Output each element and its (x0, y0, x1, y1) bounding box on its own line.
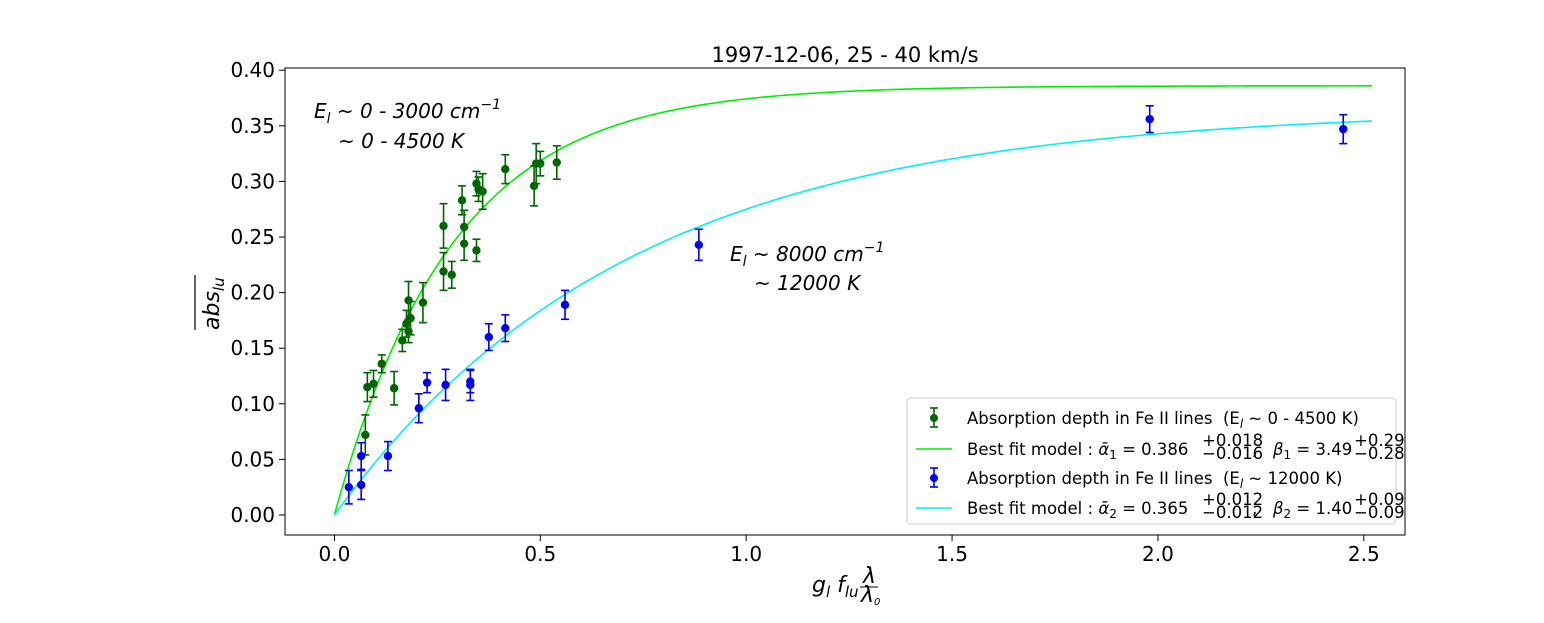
marker (501, 324, 509, 332)
data-point-blue (1146, 106, 1154, 133)
svg-text:−0.28: −0.28 (1354, 444, 1405, 463)
marker (406, 314, 414, 322)
y-axis-label: abslu (195, 275, 228, 330)
svg-text:Absorption depth in Fe II line: Absorption depth in Fe II lines (El ~ 0 … (967, 409, 1359, 431)
svg-text:, β2 = 1.40: , β2 = 1.40 (1252, 499, 1352, 521)
y-tick-label: 0.20 (230, 281, 275, 305)
marker (369, 380, 377, 388)
data-point-green (419, 283, 427, 323)
marker (361, 431, 369, 439)
annotation-low-energy-line2: ~ 0 - 4500 K (338, 129, 466, 153)
data-point-blue (1339, 115, 1347, 144)
data-point-green (439, 253, 447, 291)
legend-marker-green (930, 414, 938, 422)
data-point-blue (561, 290, 569, 319)
annotation-high-energy-line1: El ~ 8000 cm−1 (730, 240, 884, 270)
y-tick-label: 0.00 (230, 503, 275, 527)
data-point-blue (384, 442, 392, 471)
marker (485, 333, 493, 341)
annotation-high-energy-line2: ~ 12000 K (754, 271, 862, 295)
annotation-low-energy-line1: El ~ 0 - 3000 cm−1 (314, 97, 501, 127)
data-point-blue (423, 373, 431, 393)
data-point-green (472, 239, 480, 261)
marker (460, 239, 468, 247)
marker (472, 246, 480, 254)
y-tick-label: 0.10 (230, 392, 275, 416)
marker (553, 158, 561, 166)
data-point-green (361, 415, 369, 455)
svg-text:Absorption depth in Fe II line: Absorption depth in Fe II lines (El ~ 12… (967, 469, 1343, 491)
marker (441, 381, 449, 389)
data-point-green (536, 151, 544, 175)
marker (345, 483, 353, 491)
y-tick-label: 0.15 (230, 336, 275, 360)
svg-text:Best fit model : ᾱ1 = 0.386: Best fit model : ᾱ1 = 0.386 (967, 440, 1188, 462)
x-tick-label: 2.5 (1348, 542, 1380, 566)
legend-marker-blue (930, 474, 938, 482)
marker (536, 159, 544, 167)
x-tick-label: 0.5 (524, 542, 556, 566)
marker (378, 360, 386, 368)
absorption-depth-chart: 1997-12-06, 25 - 40 km/s 0.0 0.5 1.0 1.5 2.0… (0, 0, 1544, 623)
legend: Absorption depth in Fe II lines (El ~ 0 … (907, 398, 1405, 524)
svg-text:abslu: abslu (200, 277, 228, 330)
marker (466, 377, 474, 385)
x-tick-label: 2.0 (1142, 542, 1174, 566)
data-point-green (448, 261, 456, 288)
marker (357, 452, 365, 460)
y-tick-label: 0.25 (230, 225, 275, 249)
marker (404, 296, 412, 304)
y-tick-label: 0.05 (230, 447, 275, 471)
data-point-green (378, 355, 386, 373)
svg-text:Best fit model : ᾱ2 = 0.365: Best fit model : ᾱ2 = 0.365 (967, 499, 1188, 521)
x-tick-label: 1.0 (730, 542, 762, 566)
marker (501, 165, 509, 173)
data-point-green (404, 281, 412, 319)
marker (458, 196, 466, 204)
data-point-blue (695, 229, 703, 260)
y-tick-label: 0.40 (230, 58, 275, 82)
data-point-blue (357, 443, 365, 470)
marker (390, 384, 398, 392)
y-tick-label: 0.35 (230, 114, 275, 138)
svg-text:−0.09: −0.09 (1354, 503, 1405, 522)
svg-text:, β1 = 3.49: , β1 = 3.49 (1252, 440, 1352, 462)
data-point-blue (466, 370, 474, 392)
legend-entry-blue-data: Absorption depth in Fe II lines (El ~ 12… (930, 468, 1343, 491)
data-point-green (501, 155, 509, 184)
marker (423, 378, 431, 386)
marker (1339, 125, 1347, 133)
marker (561, 301, 569, 309)
x-axis-label: gl flu (812, 573, 859, 601)
marker (1146, 115, 1154, 123)
marker (695, 241, 703, 249)
data-point-green (369, 370, 377, 397)
chart-title: 1997-12-06, 25 - 40 km/s (711, 43, 978, 67)
data-point-green (439, 204, 447, 248)
y-tick-label: 0.30 (230, 169, 275, 193)
marker (439, 267, 447, 275)
data-point-green (553, 146, 561, 179)
x-tick-label: 0.0 (319, 542, 351, 566)
x-axis: 0.0 0.5 1.0 1.5 2.0 2.5 (319, 535, 1380, 566)
data-point-green (390, 372, 398, 405)
marker (357, 481, 365, 489)
marker (419, 298, 427, 306)
marker (384, 452, 392, 460)
x-tick-label: 1.5 (936, 542, 968, 566)
y-axis: 0.00 0.05 0.10 0.15 0.20 0.25 0.30 0.35 0.40 (230, 58, 285, 527)
marker (448, 271, 456, 279)
data-point-blue (415, 394, 423, 423)
data-point-green (530, 166, 538, 206)
marker (439, 222, 447, 230)
data-point-blue (441, 369, 449, 400)
marker (478, 187, 486, 195)
legend-entry-green-data: Absorption depth in Fe II lines (El ~ 0 … (930, 408, 1359, 431)
marker (415, 404, 423, 412)
